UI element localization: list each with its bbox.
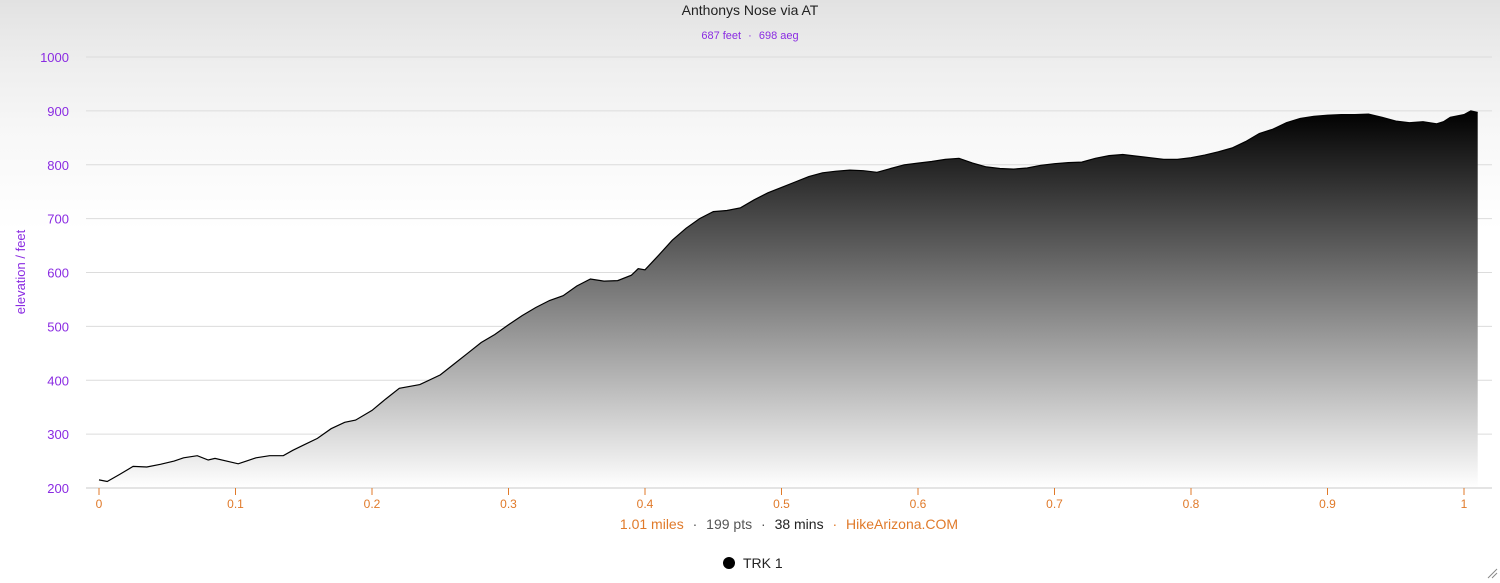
x-tick-label: 0.2 [364,497,381,511]
caption-points: 199 pts [706,516,752,532]
x-tick-label: 0.5 [773,497,790,511]
y-tick-label: 300 [47,427,69,442]
y-tick-label: 900 [47,104,69,119]
x-tick-label: 0.3 [500,497,517,511]
subtitle-aeg: 698 aeg [759,30,799,42]
y-tick-label: 200 [47,481,69,496]
x-tick-label: 0.1 [227,497,244,511]
x-tick-label: 0.7 [1046,497,1063,511]
caption-time: 38 mins [775,516,824,532]
legend-marker-icon [723,557,735,569]
y-tick-label: 1000 [40,50,69,65]
elevation-area [99,110,1478,489]
elevation-line [98,110,1478,483]
x-tick-label: 0.8 [1183,497,1200,511]
x-tick-label: 0 [96,497,103,511]
y-tick-label: 400 [47,373,69,388]
y-tick-label: 600 [47,266,69,281]
caption-sep-3: · [832,516,837,532]
subtitle-distance: 687 feet [701,30,741,42]
legend[interactable]: TRK 1 [723,555,783,571]
caption-sep-1: · [693,516,698,532]
y-tick-label: 700 [47,212,69,227]
caption-source: HikeArizona.COM [846,516,958,532]
y-axis-label: elevation / feet [13,229,28,314]
x-tick-label: 0.4 [637,497,654,511]
chart-caption: 1.01 miles · 199 pts · 38 mins · HikeAri… [620,516,958,532]
x-tick-label: 0.9 [1319,497,1336,511]
y-tick-label: 800 [47,158,69,173]
y-tick-label: 500 [47,319,69,334]
resize-handle-icon[interactable] [1487,568,1498,579]
x-tick-label: 1 [1461,497,1468,511]
chart-subtitle: 687 feet · 698 aeg [701,30,798,42]
legend-label: TRK 1 [743,555,783,571]
caption-sep-2: · [761,516,766,532]
subtitle-separator: · [748,30,752,42]
x-tick-label: 0.6 [910,497,927,511]
x-axis-ticks: 0 0.1 0.2 0.3 0.4 0.5 0.6 0.7 0.8 0.9 1 [96,488,1468,511]
chart-title: Anthonys Nose via AT [682,2,819,18]
caption-miles: 1.01 miles [620,516,684,532]
y-axis-ticks: 200 300 400 500 600 700 800 900 1000 [40,50,69,496]
